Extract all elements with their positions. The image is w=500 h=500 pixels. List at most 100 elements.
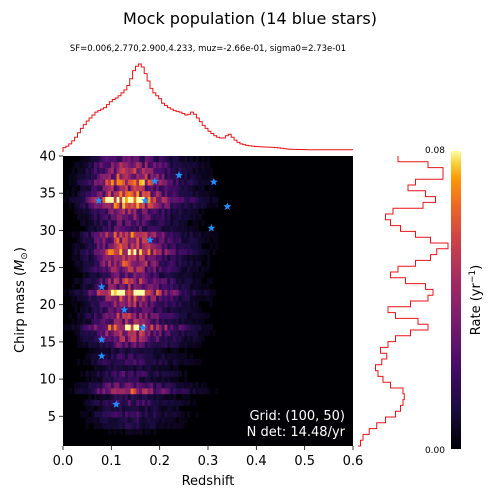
heatmap-cell — [125, 277, 129, 284]
heatmap-cell — [116, 359, 120, 366]
heatmap-cell — [150, 161, 154, 168]
heatmap-cell — [201, 272, 205, 279]
heatmap-cell — [141, 277, 146, 284]
heatmap-cell — [96, 266, 101, 273]
heatmap-cell — [147, 341, 151, 348]
heatmap-cell — [82, 214, 86, 221]
heatmap-cell — [144, 231, 148, 238]
heatmap-cell — [133, 243, 137, 250]
heatmap-cell — [158, 219, 163, 226]
heatmap-cell — [79, 254, 84, 261]
heatmap-cell — [141, 243, 146, 250]
heatmap-cell — [133, 359, 137, 366]
heatmap-cell — [79, 190, 84, 197]
heatmap-cell — [79, 266, 84, 273]
heatmap-cell — [133, 388, 137, 395]
heatmap-cell — [187, 173, 191, 180]
heatmap-cell — [201, 185, 205, 192]
heatmap-cell — [181, 260, 185, 267]
heatmap-cell — [102, 190, 106, 197]
heatmap-cell — [153, 272, 157, 279]
heatmap-cell — [187, 411, 191, 418]
heatmap-cell — [127, 417, 132, 424]
heatmap-cell — [189, 196, 194, 203]
heatmap-cell — [119, 330, 123, 337]
heatmap-cell — [127, 277, 132, 284]
heatmap-cell — [82, 185, 86, 192]
heatmap-cell — [113, 428, 117, 435]
heatmap-cell — [195, 306, 199, 313]
heatmap-cell — [144, 237, 148, 244]
heatmap-cell — [161, 388, 165, 395]
heatmap-cell — [164, 306, 168, 313]
heatmap-cell — [96, 156, 101, 163]
heatmap-cell — [178, 219, 182, 226]
heatmap-cell — [141, 318, 146, 325]
heatmap-cell — [74, 301, 78, 308]
heatmap-cell — [127, 237, 132, 244]
heatmap-cell — [141, 272, 146, 279]
heatmap-cell — [96, 376, 101, 383]
heatmap-cell — [85, 156, 89, 163]
heatmap-cell — [79, 208, 84, 215]
heatmap-cell — [167, 341, 171, 348]
heatmap-cell — [206, 289, 211, 296]
heatmap-cell — [215, 243, 219, 250]
heatmap-cell — [105, 306, 109, 313]
heatmap-cell — [181, 231, 185, 238]
heatmap-cell — [85, 411, 89, 418]
heatmap-cell — [167, 277, 171, 284]
heatmap-cell — [167, 266, 171, 273]
heatmap-cell — [195, 341, 199, 348]
heatmap-cell — [172, 376, 177, 383]
heatmap-cell — [119, 353, 123, 360]
heatmap-cell — [113, 393, 117, 400]
heatmap-cell — [77, 335, 81, 342]
heatmap-cell — [172, 173, 177, 180]
heatmap-cell — [113, 277, 117, 284]
heatmap-cell — [170, 225, 174, 232]
heatmap-cell — [161, 173, 165, 180]
heatmap-cell — [203, 167, 208, 174]
heatmap-cell — [79, 167, 84, 174]
heatmap-cell — [153, 318, 157, 325]
heatmap-cell — [164, 196, 168, 203]
heatmap-cell — [65, 324, 70, 331]
heatmap-cell — [88, 196, 92, 203]
chirp-mass-marginal-line — [358, 156, 449, 447]
heatmap-cell — [133, 208, 137, 215]
heatmap-cell — [178, 382, 182, 389]
heatmap-cell — [195, 196, 199, 203]
heatmap-cell — [136, 301, 140, 308]
event-star-marker — [120, 305, 129, 314]
heatmap-cell — [91, 399, 95, 406]
heatmap-cell — [136, 266, 140, 273]
heatmap-cell — [172, 185, 177, 192]
heatmap-cell — [172, 225, 177, 232]
heatmap-cell — [164, 277, 168, 284]
heatmap-cell — [136, 231, 140, 238]
heatmap-cell — [147, 335, 151, 342]
heatmap-cell — [94, 254, 98, 261]
heatmap-cell — [201, 382, 205, 389]
heatmap-cell — [158, 260, 163, 267]
heatmap-cell — [94, 179, 98, 186]
heatmap-cell — [181, 237, 185, 244]
heatmap-cell — [105, 237, 109, 244]
heatmap-cell — [77, 237, 81, 244]
heatmap-cell — [85, 335, 89, 342]
heatmap-cell — [147, 422, 151, 429]
heatmap-cell — [175, 422, 179, 429]
heatmap-cell — [161, 318, 165, 325]
heatmap-cell — [187, 225, 191, 232]
heatmap-cell — [88, 272, 92, 279]
heatmap-cell — [139, 417, 143, 424]
heatmap-cell — [139, 237, 143, 244]
heatmap-cell — [133, 417, 137, 424]
heatmap-cell — [153, 277, 157, 284]
heatmap-cell — [175, 260, 179, 267]
heatmap-cell — [122, 161, 126, 168]
heatmap-cell — [175, 301, 179, 308]
heatmap-cell — [116, 364, 120, 371]
heatmap-cell — [102, 318, 106, 325]
